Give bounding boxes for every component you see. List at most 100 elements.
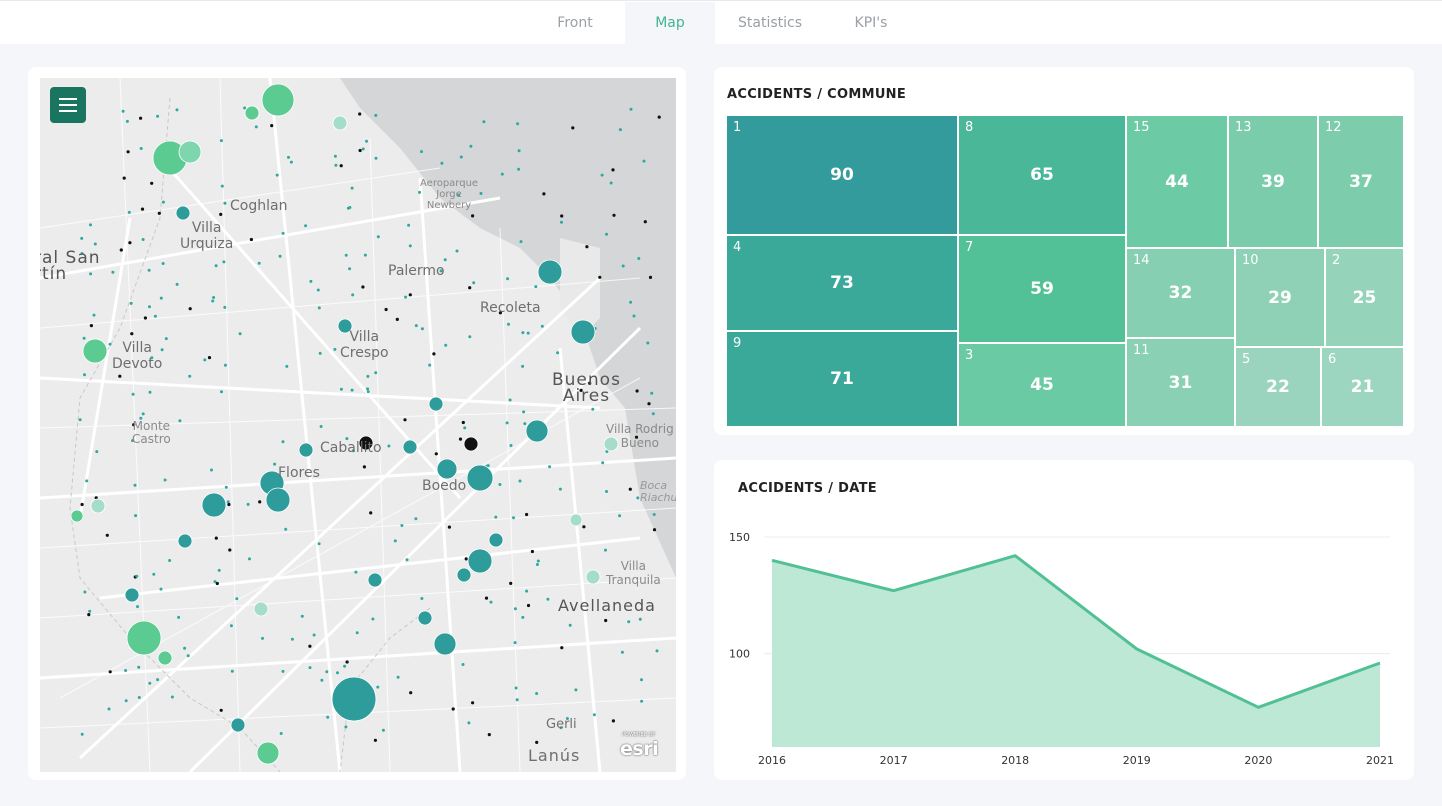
accident-point	[432, 352, 436, 356]
accident-point	[542, 192, 546, 196]
accident-point	[376, 685, 380, 689]
accident-point	[461, 420, 465, 425]
tab-map[interactable]: Map	[625, 2, 715, 44]
accident-cluster-bubble	[456, 567, 472, 583]
x-tick-label: 2016	[758, 754, 786, 767]
accident-point	[153, 314, 157, 318]
accident-point	[317, 542, 321, 546]
accident-point	[560, 646, 564, 650]
accident-point	[243, 106, 247, 110]
accident-point	[132, 423, 136, 427]
accident-point	[148, 390, 152, 394]
accident-point	[178, 419, 182, 423]
map-label-recoleta: Recoleta	[480, 300, 541, 316]
map-card: ral San rtín Coghlan Aeroparque Jorge Ne…	[28, 67, 686, 780]
tab-front[interactable]: Front	[557, 15, 593, 31]
treemap-cell-commune-15[interactable]: 15 44	[1126, 115, 1228, 248]
accident-point	[148, 681, 152, 685]
port-land	[560, 238, 600, 338]
accident-point	[89, 272, 93, 276]
accident-point	[609, 181, 613, 185]
map-label-caballito: Caballito	[320, 440, 382, 456]
tab-kpis[interactable]: KPI's	[854, 15, 888, 31]
accident-point	[414, 324, 418, 328]
treemap-cell-commune-3[interactable]: 3 45	[958, 343, 1126, 427]
map-label-villa-urquiza: Villa Urquiza	[180, 220, 234, 252]
accident-point	[227, 502, 231, 507]
accident-point	[358, 112, 362, 116]
accident-point	[521, 615, 525, 619]
x-tick-label: 2021	[1366, 754, 1394, 767]
accident-point	[646, 341, 650, 345]
accident-point	[285, 364, 289, 368]
accident-cluster-bubble	[525, 419, 549, 443]
map-label-aeroparque: Aeroparque Jorge Newbery	[420, 178, 479, 211]
accident-point	[366, 374, 370, 378]
treemap-cell-commune-8[interactable]: 8 65	[958, 115, 1126, 235]
accident-point	[374, 371, 378, 375]
treemap-cell-commune-12[interactable]: 12 37	[1318, 115, 1404, 248]
accident-point	[129, 301, 133, 305]
accident-point	[447, 525, 451, 529]
accident-point	[220, 390, 223, 394]
accident-point	[381, 728, 385, 732]
accident-point	[559, 726, 563, 730]
accident-cluster-bubble	[178, 140, 202, 164]
treemap-cell-commune-5[interactable]: 5 22	[1235, 347, 1321, 427]
accident-point	[80, 236, 84, 240]
accident-point	[249, 237, 253, 242]
treemap-cell-commune-2[interactable]: 2 25	[1325, 248, 1404, 347]
accident-point	[93, 242, 97, 246]
treemap-cell-commune-1[interactable]: 1 90	[726, 115, 958, 235]
treemap-cell-commune-10[interactable]: 10 29	[1235, 248, 1325, 347]
accident-point	[361, 285, 365, 289]
treemap-title: ACCIDENTS / COMMUNE	[727, 87, 907, 102]
treemap-cell-commune-4[interactable]: 4 73	[726, 235, 958, 331]
accident-point	[156, 114, 160, 118]
treemap-cell-commune-11[interactable]: 11 31	[1126, 338, 1235, 427]
accident-cluster-bubble	[256, 741, 280, 765]
accident-map[interactable]: ral San rtín Coghlan Aeroparque Jorge Ne…	[40, 78, 676, 772]
accident-point	[565, 717, 569, 720]
accident-point	[273, 462, 277, 466]
treemap-cell-commune-9[interactable]: 9 71	[726, 331, 958, 427]
accident-point	[223, 363, 227, 367]
accident-point	[517, 167, 521, 171]
treemap-cell-commune-14[interactable]: 14 32	[1126, 248, 1235, 338]
accident-point	[637, 257, 641, 260]
treemap-cell-commune-13[interactable]: 13 39	[1228, 115, 1318, 248]
accident-point	[140, 207, 145, 211]
accident-point	[78, 418, 82, 422]
accident-cluster-bubble	[463, 436, 479, 452]
accident-point	[393, 539, 397, 543]
accident-point	[215, 581, 219, 586]
map-label-palermo: Palermo	[388, 263, 445, 279]
accident-point	[405, 558, 409, 562]
accident-point	[361, 147, 365, 151]
accident-point	[308, 666, 312, 670]
accident-point	[157, 211, 161, 215]
menu-button[interactable]	[50, 87, 86, 123]
accident-cluster-bubble	[82, 338, 108, 364]
accident-point	[471, 701, 475, 705]
accident-point	[300, 614, 304, 618]
accident-point	[319, 425, 323, 428]
treemap-cell-commune-7[interactable]: 7 59	[958, 235, 1126, 343]
map-label-monte-castro: Monte Castro	[132, 419, 171, 446]
accident-cluster-bubble	[466, 464, 494, 492]
accident-point	[152, 572, 156, 576]
accident-point	[343, 664, 347, 668]
accident-point	[309, 279, 313, 283]
map-label-boca-riachuelo: Boca Riachu	[640, 479, 676, 504]
accident-point	[498, 311, 502, 315]
accident-cluster-bubble	[402, 439, 418, 455]
accident-point	[498, 483, 502, 486]
accident-point	[85, 479, 89, 483]
accident-point	[339, 387, 343, 391]
accident-point	[634, 435, 639, 439]
treemap-cell-commune-6[interactable]: 6 21	[1321, 347, 1404, 427]
accident-point	[235, 597, 239, 601]
accident-point	[230, 669, 234, 673]
tab-statistics[interactable]: Statistics	[738, 15, 802, 31]
accident-point	[89, 324, 93, 328]
